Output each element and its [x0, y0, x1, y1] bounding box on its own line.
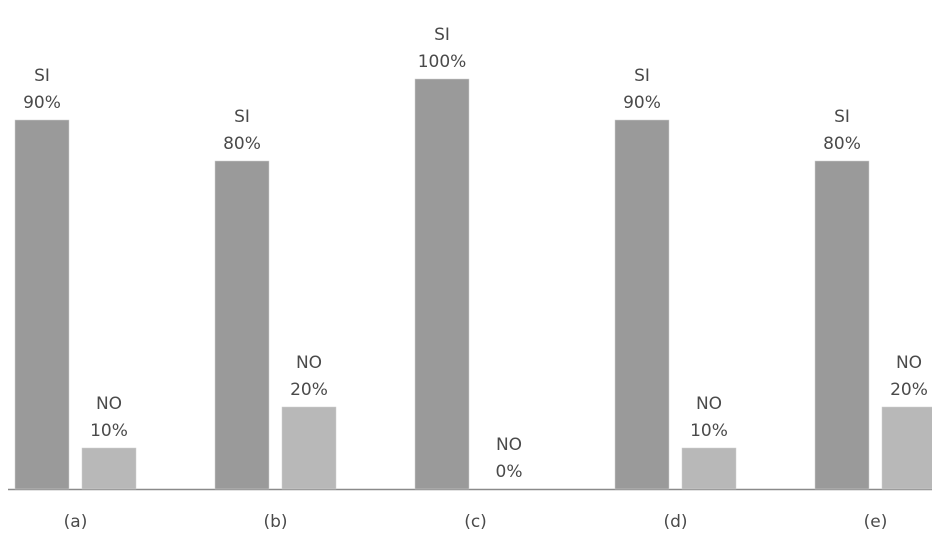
- bar-si-4: [814, 160, 870, 490]
- data-label-value-si-1: 80%: [223, 134, 261, 154]
- bar-si-2: [414, 78, 470, 490]
- data-label-value-si-2: 100%: [418, 52, 467, 72]
- data-label-value-no-3: 10%: [690, 421, 728, 441]
- bar-si-3: [614, 119, 670, 490]
- data-label-value-si-4: 80%: [823, 134, 861, 154]
- bar-no-3: [681, 447, 737, 490]
- category-label-4: (e): [864, 512, 888, 532]
- data-label-value-no-4: 20%: [890, 380, 928, 400]
- data-label-name-si-1: SI: [234, 107, 250, 127]
- data-label-name-no-2: NO: [496, 435, 522, 455]
- data-label-name-no-1: NO: [296, 353, 322, 373]
- bar-no-1: [281, 406, 337, 490]
- data-label-value-no-1: 20%: [290, 380, 328, 400]
- data-label-value-si-0: 90%: [23, 93, 61, 113]
- category-label-0: (a): [64, 512, 88, 532]
- category-label-2: (c): [464, 512, 487, 532]
- data-label-name-no-4: NO: [896, 353, 922, 373]
- data-label-name-si-4: SI: [834, 107, 850, 127]
- data-label-name-si-2: SI: [434, 25, 450, 45]
- bar-no-4: [881, 406, 932, 490]
- data-label-name-si-3: SI: [634, 66, 650, 86]
- bar-no-0: [81, 447, 137, 490]
- category-label-1: (b): [263, 512, 287, 532]
- bar-si-1: [214, 160, 270, 490]
- data-label-value-si-3: 90%: [623, 93, 661, 113]
- data-label-value-no-2: 0%: [496, 462, 523, 482]
- data-label-value-no-0: 10%: [90, 421, 128, 441]
- category-label-3: (d): [663, 512, 687, 532]
- data-label-name-no-3: NO: [696, 394, 722, 414]
- data-label-name-si-0: SI: [34, 66, 50, 86]
- data-label-name-no-0: NO: [96, 394, 122, 414]
- bar-si-0: [14, 119, 70, 490]
